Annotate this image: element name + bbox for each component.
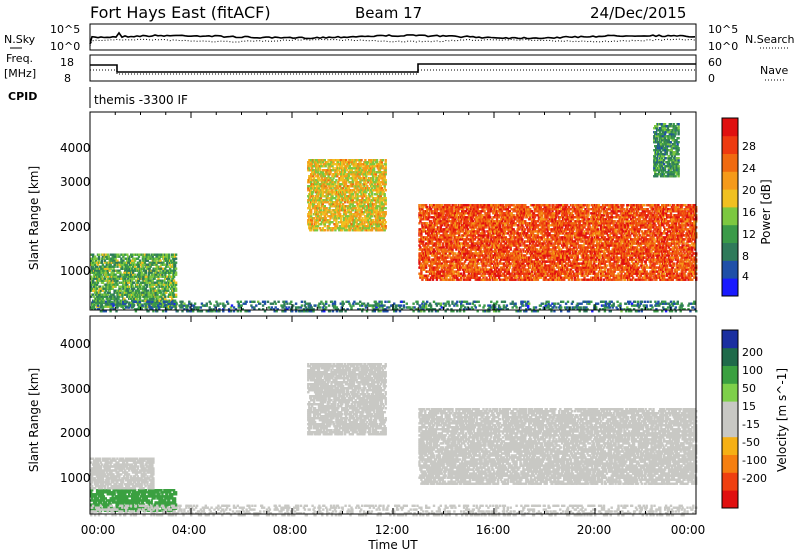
noise-tick-left-bottom: 10^0 bbox=[50, 40, 80, 53]
power-cell bbox=[175, 288, 177, 290]
freq-tick-top: 18 bbox=[60, 56, 74, 69]
noise-sky-trace bbox=[90, 33, 695, 44]
noise-search-label: N.Search bbox=[745, 33, 795, 46]
power-cell bbox=[175, 272, 177, 274]
freq-trace bbox=[90, 64, 696, 72]
power-cell bbox=[175, 294, 177, 296]
freq-panel: Freq. [MHz] 18 8 60 0 Nave bbox=[4, 52, 788, 85]
beam-label: Beam 17 bbox=[355, 4, 422, 22]
cpid-value: themis -3300 IF bbox=[94, 93, 188, 107]
freq-tick-bottom: 8 bbox=[64, 72, 71, 85]
noise-tick-right-top: 10^5 bbox=[708, 23, 738, 36]
noise-panel: N.Sky 10^5 10^0 10^5 10^0 N.Search bbox=[4, 23, 795, 53]
power-cell bbox=[164, 296, 166, 298]
power-cell bbox=[360, 159, 362, 161]
noise-panel-frame bbox=[90, 24, 696, 50]
power-cell bbox=[324, 229, 326, 231]
power-cell bbox=[175, 268, 177, 270]
date-label: 24/Dec/2015 bbox=[590, 4, 686, 22]
noise-tick-right-bottom: 10^0 bbox=[708, 40, 738, 53]
power-cell bbox=[175, 254, 177, 256]
freq-panel-frame bbox=[90, 55, 696, 81]
power-cell bbox=[175, 262, 177, 264]
noise-tick-left-top: 10^5 bbox=[50, 23, 80, 36]
site-title: Fort Hays East (fitACF) bbox=[90, 3, 271, 22]
power-panel: 4000 3000 2000 1000 Slant Range [km] bbox=[27, 112, 697, 312]
noise-sky-label: N.Sky bbox=[4, 33, 36, 46]
radar-summary-plot: Fort Hays East (fitACF) Beam 17 24/Dec/2… bbox=[0, 0, 800, 554]
power-cell bbox=[175, 258, 177, 260]
nave-tick-bottom: 0 bbox=[708, 72, 715, 85]
nave-tick-top: 60 bbox=[708, 56, 722, 69]
power-cell bbox=[98, 254, 100, 256]
freq-unit-label: [MHz] bbox=[4, 67, 36, 80]
noise-search-trace bbox=[90, 39, 695, 46]
power-cell bbox=[175, 282, 177, 284]
freq-label: Freq. bbox=[6, 52, 33, 65]
power-scatter bbox=[90, 123, 697, 312]
cpid-label: CPID bbox=[8, 90, 37, 103]
nave-label: Nave bbox=[760, 64, 788, 77]
power-cell bbox=[168, 254, 170, 256]
